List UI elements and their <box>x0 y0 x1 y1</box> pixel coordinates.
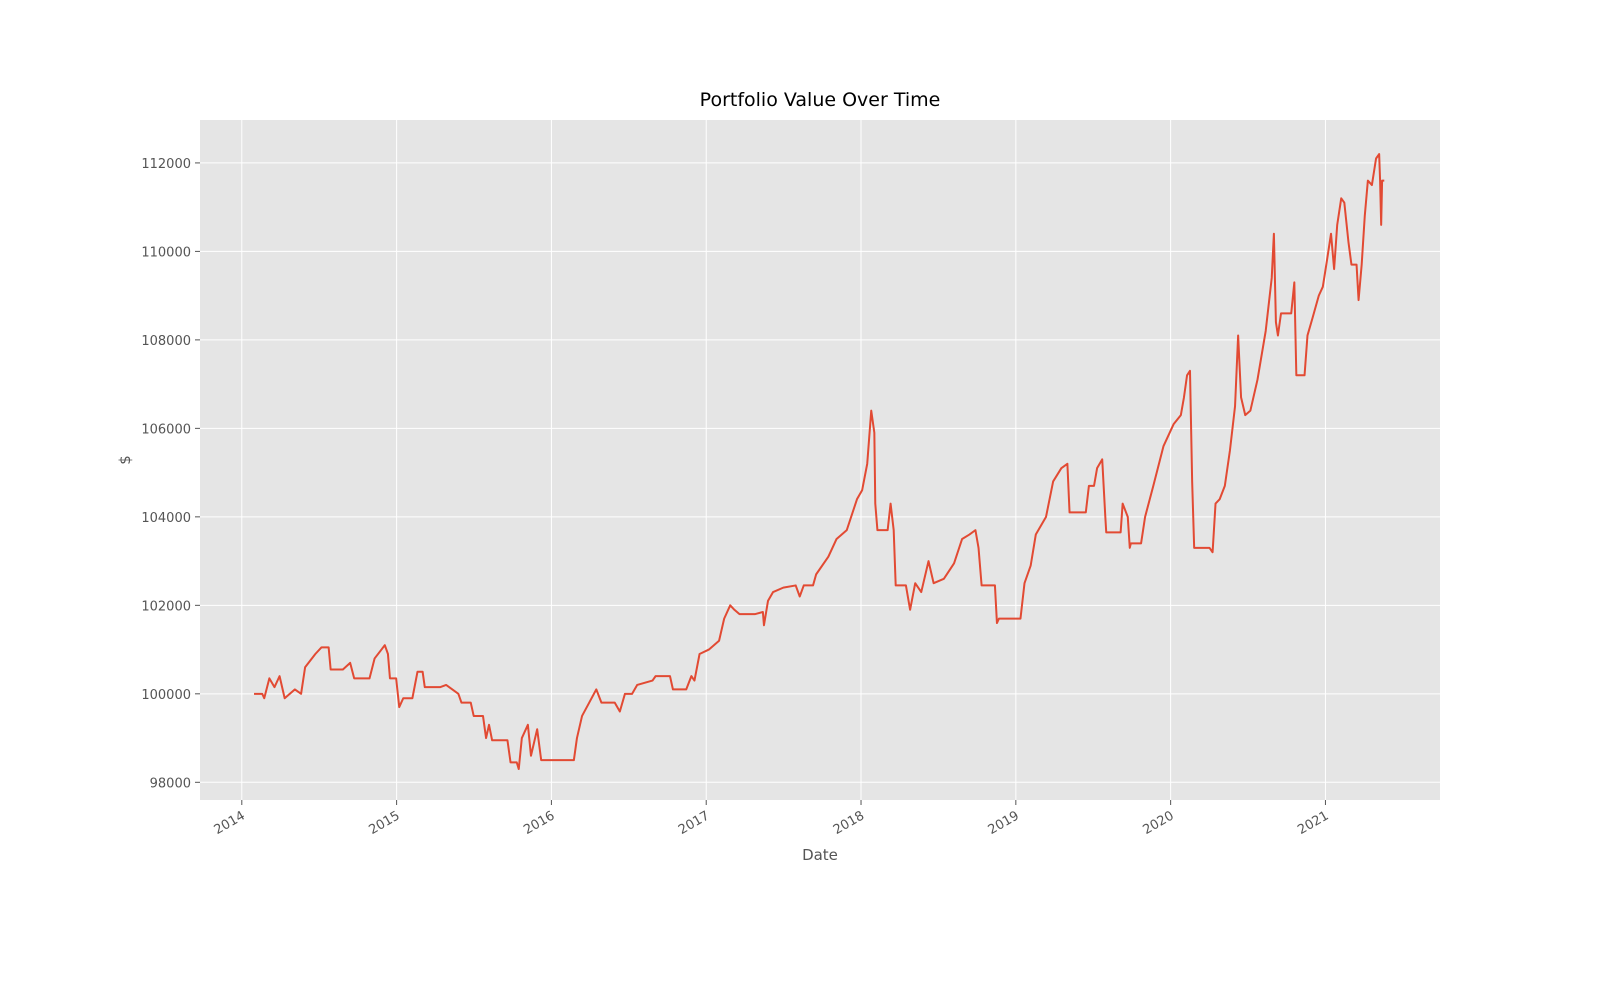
y-tick-label: 102000 <box>141 599 191 614</box>
y-tick-label: 104000 <box>141 511 191 526</box>
x-axis-label: Date <box>802 846 838 864</box>
y-tick-label: 100000 <box>141 688 191 703</box>
x-tick-label: 2015 <box>366 808 402 838</box>
grid <box>195 120 1440 805</box>
y-tick-label: 108000 <box>141 334 191 349</box>
y-tick-label: 98000 <box>150 776 191 791</box>
x-tick-label: 2014 <box>212 808 248 838</box>
chart-title: Portfolio Value Over Time <box>700 89 941 111</box>
x-tick-label: 2016 <box>521 808 557 838</box>
x-tick-label: 2020 <box>1140 808 1176 838</box>
line-series <box>254 153 1385 771</box>
x-tick-label: 2018 <box>831 808 867 838</box>
x-tick-label: 2017 <box>676 808 712 838</box>
plot-background <box>200 120 1440 800</box>
y-tick-label: 110000 <box>141 245 191 260</box>
x-tick-label: 2021 <box>1295 808 1331 838</box>
marks <box>254 153 1385 771</box>
y-axis-label: $ <box>116 455 134 465</box>
x-tick-label: 2019 <box>986 808 1022 838</box>
y-tick-label: 106000 <box>141 422 191 437</box>
y-tick-label: 112000 <box>141 157 191 172</box>
